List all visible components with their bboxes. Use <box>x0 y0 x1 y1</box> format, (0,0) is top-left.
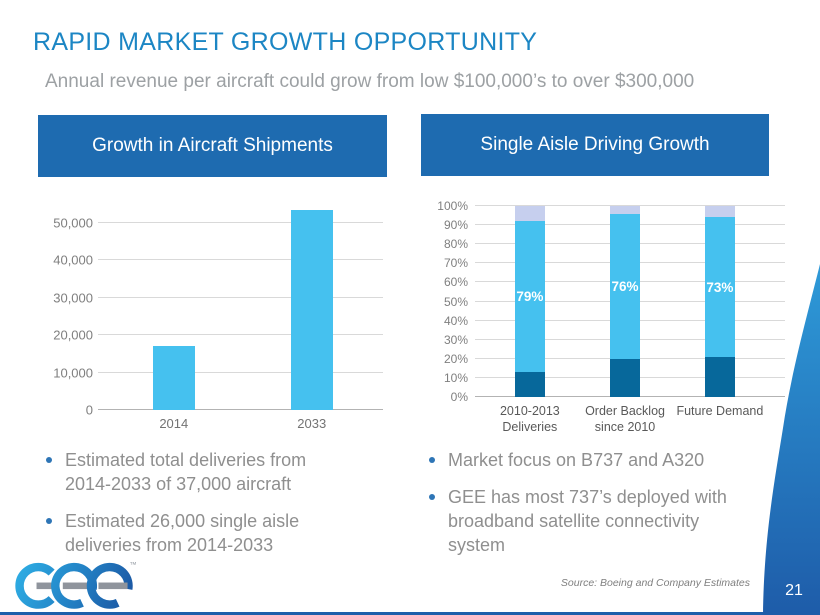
bullet-text: Market focus on B737 and A320 <box>448 450 705 470</box>
gridline <box>98 409 383 410</box>
y-axis-tick-label: 30% <box>443 332 468 347</box>
y-axis-tick-label: 50% <box>443 294 468 309</box>
gridline <box>98 334 383 336</box>
bullet-text: GEE has most 737’s deployed with broadba… <box>448 487 727 555</box>
gee-logo-letters <box>15 562 133 609</box>
gridline <box>98 259 383 261</box>
stacked-bar-segment-segment_pale <box>514 206 545 222</box>
shipments-chart-x-axis: 2014 2033 <box>98 416 383 436</box>
corner-swoosh-shape <box>763 264 820 615</box>
right-chart-header: Single Aisle Driving Growth <box>421 114 769 176</box>
gridline <box>98 222 383 223</box>
stacked-bar-segment-segment_light: 73% <box>704 217 735 357</box>
single-aisle-stacked-chart: 79% 76% 73% <box>475 205 785 397</box>
bar-2014 <box>152 346 195 410</box>
slide-subtitle: Annual revenue per aircraft could grow f… <box>45 71 695 92</box>
bullet-dot-icon <box>429 494 435 500</box>
stacked-bar-segment-segment_light: 76% <box>610 213 641 359</box>
y-axis-tick-label: 100% <box>437 199 468 213</box>
gridline <box>475 205 785 206</box>
bar-2033 <box>290 209 333 410</box>
y-axis-tick-label: 70% <box>443 256 468 271</box>
y-axis-tick-label: 40,000 <box>53 252 93 268</box>
segment-percentage-label: 79% <box>516 289 544 305</box>
y-axis-tick-label: 20,000 <box>53 327 93 343</box>
bottom-accent-line <box>0 612 820 615</box>
single-aisle-chart-y-axis: 0% 10% 20% 30% 40% 50% 60% 70% 80% 90% 100% <box>408 199 468 404</box>
y-axis-tick-label: 10% <box>443 370 468 385</box>
gee-logo: ™ <box>15 560 136 609</box>
bullet-dot-icon <box>429 457 435 463</box>
left-bullet-list: Estimated total deliveries from 2014-203… <box>42 448 347 570</box>
y-axis-tick-label: 40% <box>443 313 468 328</box>
shipments-bar-chart <box>98 209 383 410</box>
bullet-item: Estimated 26,000 single aisle deliveries… <box>42 509 347 557</box>
gridline <box>98 296 383 298</box>
source-note: Source: Boeing and Company Estimates <box>560 577 750 589</box>
segment-percentage-label: 76% <box>611 278 639 294</box>
stacked-bar-segment-segment_dark <box>514 372 545 397</box>
bullet-text: Estimated total deliveries from 2014-203… <box>65 450 307 494</box>
x-axis-category-label: 2010-2013 Deliveries <box>499 404 560 435</box>
bullet-text: Estimated 26,000 single aisle deliveries… <box>65 511 300 555</box>
gridline <box>98 371 383 373</box>
x-axis-category-label: Future Demand <box>676 404 764 418</box>
segment-percentage-label: 73% <box>706 279 734 295</box>
bullet-item: Estimated total deliveries from 2014-203… <box>42 448 347 496</box>
shipments-chart-y-axis: 0 10,000 20,000 30,000 40,000 50,000 <box>20 216 93 418</box>
y-axis-tick-label: 60% <box>443 275 468 290</box>
bullet-item: GEE has most 737’s deployed with broadba… <box>425 485 755 557</box>
y-axis-tick-label: 0% <box>450 390 468 404</box>
x-axis-category-label: Order Backlog since 2010 <box>585 404 665 435</box>
left-chart-header: Growth in Aircraft Shipments <box>38 115 387 177</box>
y-axis-tick-label: 90% <box>443 218 468 233</box>
x-axis-category-label: 2014 <box>159 416 189 431</box>
bullet-dot-icon <box>46 518 52 524</box>
y-axis-tick-label: 20% <box>443 351 468 366</box>
page-number: 21 <box>785 582 803 599</box>
y-axis-tick-label: 50,000 <box>53 215 93 231</box>
y-axis-tick-label: 0 <box>85 402 93 418</box>
y-axis-tick-label: 30,000 <box>53 290 93 306</box>
trademark-symbol: ™ <box>129 560 136 569</box>
bullet-dot-icon <box>46 457 52 463</box>
stacked-bar-segment-segment_dark <box>610 358 641 397</box>
stacked-bar-segment-segment_light: 79% <box>514 221 545 373</box>
x-axis-category-label: 2033 <box>297 416 327 431</box>
stacked-bar-segment-segment_dark <box>704 356 735 397</box>
stacked-bar-segment-segment_pale <box>704 206 735 218</box>
stacked-bar-segment-segment_pale <box>610 206 641 214</box>
right-bullet-list: Market focus on B737 and A320 GEE has mo… <box>425 448 755 570</box>
y-axis-tick-label: 10,000 <box>53 365 93 381</box>
single-aisle-chart-x-axis: 2010-2013 Deliveries Order Backlog since … <box>475 403 785 443</box>
slide-title: RAPID MARKET GROWTH OPPORTUNITY <box>33 28 538 56</box>
y-axis-tick-label: 80% <box>443 237 468 252</box>
bullet-item: Market focus on B737 and A320 <box>425 448 755 472</box>
